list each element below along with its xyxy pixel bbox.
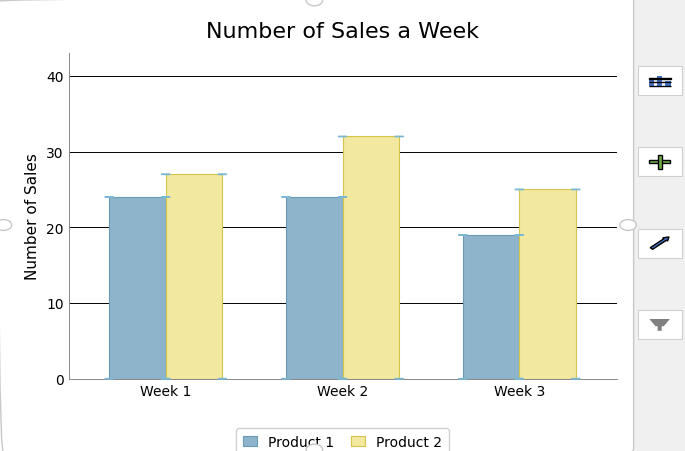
Legend: Product 1, Product 2: Product 1, Product 2 bbox=[236, 428, 449, 451]
Bar bbox=[166, 175, 223, 379]
Bar bbox=[109, 198, 166, 379]
Bar bbox=[462, 235, 519, 379]
Title: Number of Sales a Week: Number of Sales a Week bbox=[206, 22, 479, 41]
Bar bbox=[286, 198, 342, 379]
Y-axis label: Number of Sales: Number of Sales bbox=[25, 153, 40, 280]
Bar bbox=[519, 190, 576, 379]
Bar bbox=[342, 137, 399, 379]
